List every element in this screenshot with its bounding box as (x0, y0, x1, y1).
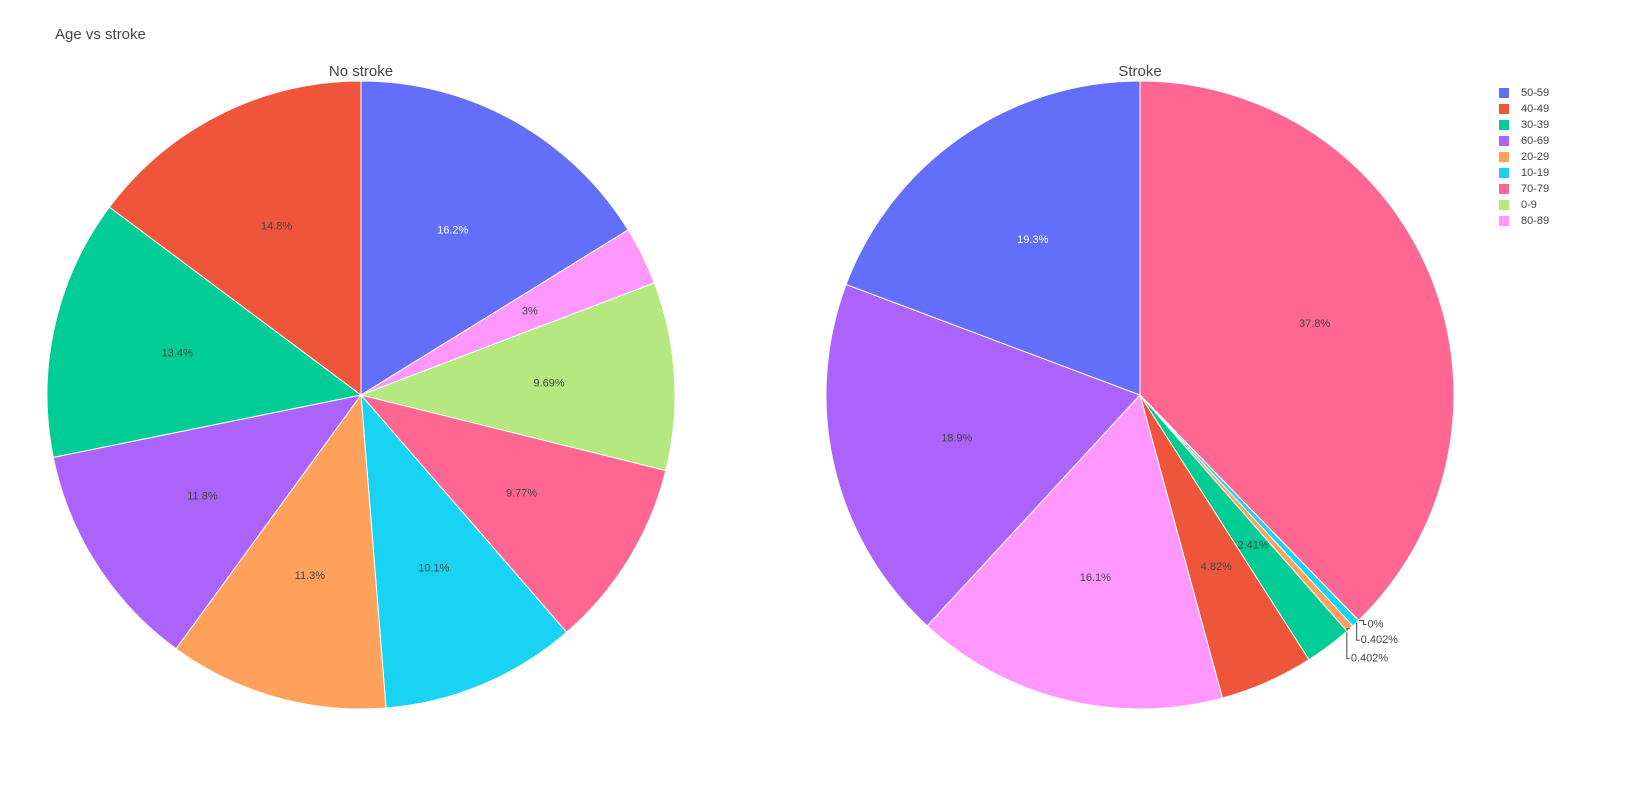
pie-slice (175, 393, 387, 710)
slice-label: 16.2% (437, 224, 468, 236)
leader-line (1346, 628, 1350, 660)
slice-label: 37.8% (1299, 318, 1330, 330)
pie-slice (359, 394, 667, 634)
legend-label: 30-39 (1521, 119, 1549, 131)
legend-swatch (1499, 200, 1509, 210)
leader-line (1355, 622, 1360, 641)
slice-label: 10.1% (418, 563, 449, 575)
pie-slice (359, 282, 676, 472)
slice-label: 13.4% (162, 348, 193, 360)
slice-label: 11.3% (295, 570, 326, 582)
slice-label: 14.8% (261, 220, 292, 232)
leader-line (1358, 619, 1367, 625)
legend-swatch (1499, 88, 1509, 98)
legend-swatch (1499, 216, 1509, 226)
legend-swatch (1499, 104, 1509, 114)
pie-slice (845, 80, 1141, 396)
legend-swatch (1499, 168, 1509, 178)
pie-slice (46, 206, 363, 458)
pie-slice (360, 393, 568, 709)
slice-label: 18.9% (941, 432, 972, 444)
slice-label: 3% (522, 305, 538, 317)
legend-label: 70-79 (1521, 183, 1549, 195)
slice-label: 2.41% (1237, 540, 1268, 552)
slice-label: 19.3% (1017, 234, 1048, 246)
slice-label: 0.402% (1361, 634, 1399, 646)
legend-label: 20-29 (1521, 151, 1549, 163)
slice-label: 0.402% (1351, 652, 1389, 664)
legend-label: 50-59 (1521, 87, 1549, 99)
pie-slice (926, 393, 1224, 710)
legend-swatch (1499, 184, 1509, 194)
figure-title: Age vs stroke (55, 26, 146, 43)
slice-label: 0% (1368, 618, 1384, 630)
pie-slice (825, 283, 1141, 627)
legend-swatch (1499, 120, 1509, 130)
pie-slice (108, 80, 362, 396)
slice-label: 11.8% (187, 491, 218, 503)
subplot-title: No stroke (329, 63, 393, 80)
legend-label: 40-49 (1521, 103, 1549, 115)
legend-label: 80-89 (1521, 215, 1549, 227)
pie-slice (360, 80, 629, 396)
slice-label: 16.1% (1080, 572, 1111, 584)
legend-swatch (1499, 152, 1509, 162)
subplot-title: Stroke (1118, 63, 1161, 80)
legend-label: 60-69 (1521, 135, 1549, 147)
legend-swatch (1499, 136, 1509, 146)
legend-label: 0-9 (1521, 199, 1537, 211)
pie-slice (52, 394, 363, 650)
slice-label: 4.82% (1201, 561, 1232, 573)
slice-label: 9.77% (506, 487, 537, 499)
slice-label: 9.69% (533, 377, 564, 389)
legend-label: 10-19 (1521, 167, 1549, 179)
pie-slice (1139, 80, 1455, 622)
